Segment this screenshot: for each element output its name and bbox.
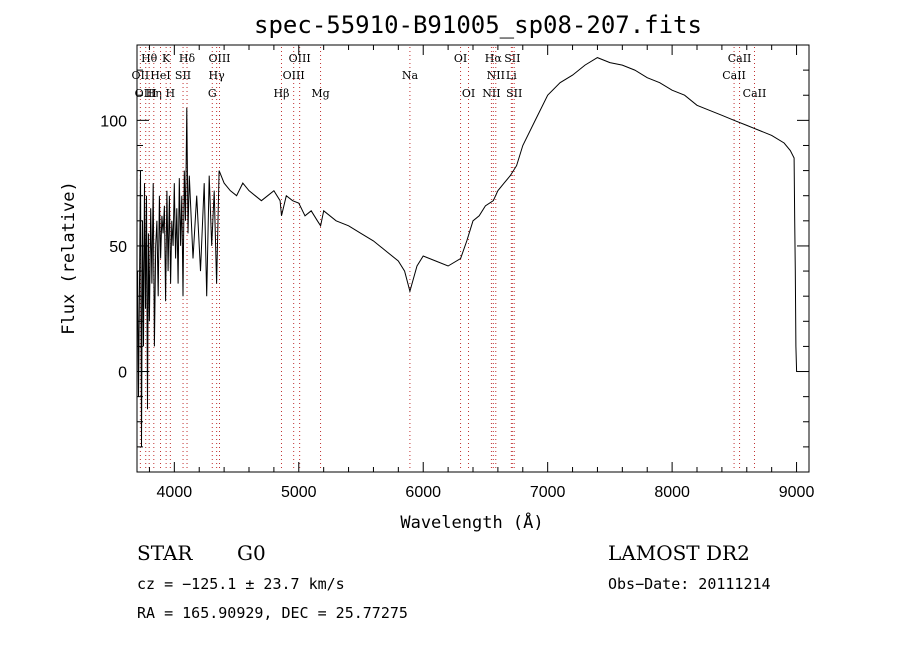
- line-marker-label: CaII: [743, 87, 767, 100]
- line-marker-label: OI: [462, 87, 475, 100]
- chart-title: spec-55910-B91005_sp08-207.fits: [254, 11, 702, 39]
- line-marker-label: CaII: [722, 69, 746, 82]
- observation-date: Obs−Date: 20111214: [608, 575, 771, 593]
- y-tick-label: 100: [100, 113, 127, 130]
- x-tick-label: 7000: [530, 484, 566, 501]
- line-marker-label: Hθ: [141, 52, 158, 65]
- object-type: STAR: [137, 541, 193, 565]
- line-marker-label: G: [208, 87, 217, 100]
- line-marker-label: H: [166, 87, 176, 100]
- x-tick-label: 8000: [654, 484, 690, 501]
- line-marker-label: Hα: [485, 52, 503, 65]
- y-tick-label: 50: [109, 239, 127, 256]
- spectral-subclass: G0: [237, 541, 266, 565]
- axis-ticks: 4000 5000 6000 7000 8000 9000 0 50 100: [100, 44, 815, 501]
- redshift-text: cz = −125.1 ± 23.7 km/s: [137, 575, 345, 593]
- line-marker-label: Mg: [311, 87, 329, 100]
- line-marker-label: K: [162, 52, 171, 65]
- x-tick-label: 5000: [281, 484, 317, 501]
- line-marker-label: Na: [402, 69, 419, 82]
- line-marker-label: OIII: [208, 52, 230, 65]
- x-tick-label: 4000: [157, 484, 193, 501]
- x-axis-label: Wavelength (Å): [400, 511, 543, 533]
- coordinates-text: RA = 165.90929, DEC = 25.77275: [137, 604, 408, 622]
- x-tick-label: 6000: [405, 484, 441, 501]
- x-tick-label: 9000: [779, 484, 815, 501]
- line-marker-label: OII: [132, 69, 150, 82]
- plot-frame: [136, 44, 810, 473]
- line-marker-label: OIII: [289, 52, 311, 65]
- line-marker-label: Li: [506, 69, 517, 82]
- line-marker-label: Hη: [146, 87, 162, 100]
- survey-name: LAMOST DR2: [608, 541, 750, 565]
- line-marker-label: NII: [487, 69, 505, 82]
- line-marker-label: OI: [454, 52, 467, 65]
- spectrum-line: [137, 57, 798, 447]
- line-marker-label: OIII: [283, 69, 305, 82]
- y-tick-label: 0: [118, 365, 127, 382]
- line-marker-label: SII: [175, 69, 191, 82]
- line-marker-label: NII: [482, 87, 500, 100]
- y-axis-label: Flux (relative): [59, 181, 79, 335]
- line-marker-label: CaII: [728, 52, 752, 65]
- line-marker-label: SII: [506, 87, 522, 100]
- line-marker-label: Hγ: [209, 69, 226, 82]
- line-marker-label: SII: [504, 52, 520, 65]
- line-marker-label: Hβ: [274, 87, 290, 100]
- line-marker-label: Hδ: [179, 52, 196, 65]
- line-marker-label: OIII: [135, 87, 157, 100]
- line-marker-label: HeI: [150, 69, 170, 82]
